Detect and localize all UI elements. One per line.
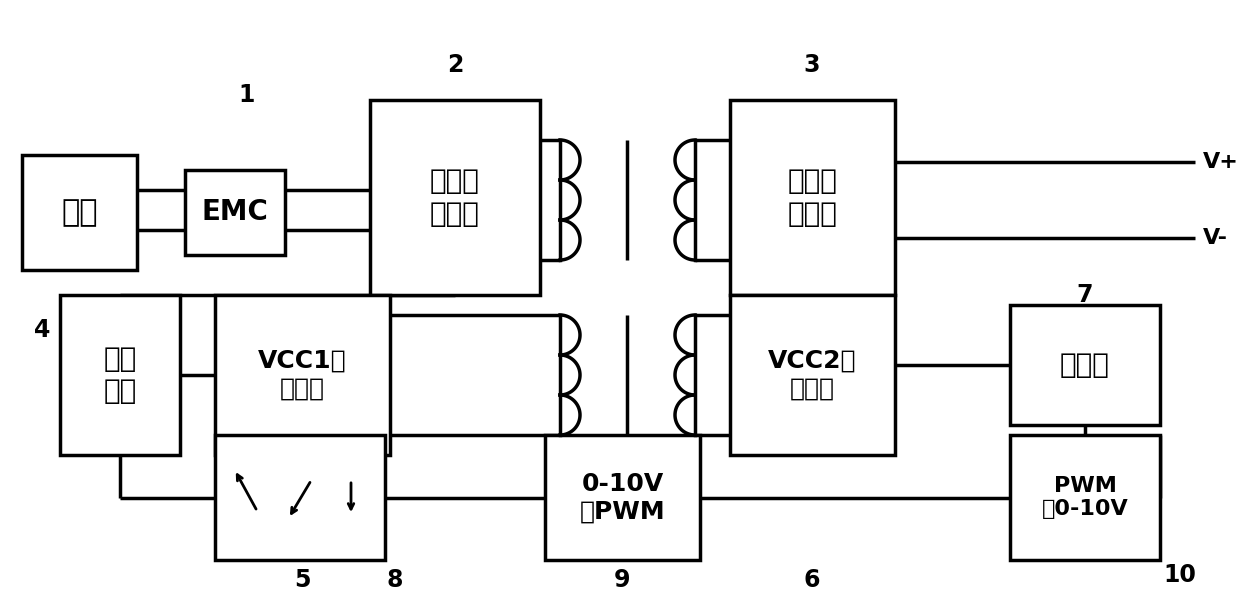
Text: VCC2供
电线路: VCC2供 电线路: [769, 349, 857, 401]
Text: 6: 6: [804, 568, 820, 592]
Text: 控制
电路: 控制 电路: [103, 345, 136, 405]
FancyBboxPatch shape: [730, 295, 895, 455]
Text: 3: 3: [804, 53, 820, 77]
Text: V+: V+: [1203, 152, 1239, 172]
FancyBboxPatch shape: [1011, 435, 1159, 560]
FancyBboxPatch shape: [185, 170, 285, 255]
FancyBboxPatch shape: [546, 435, 701, 560]
Text: 市电: 市电: [61, 198, 98, 227]
FancyBboxPatch shape: [370, 100, 539, 295]
Text: 电源转
换电路: 电源转 换电路: [430, 167, 480, 228]
Text: 8: 8: [387, 568, 403, 592]
Text: 1: 1: [239, 83, 255, 107]
FancyBboxPatch shape: [730, 100, 895, 295]
Text: PWM
转0-10V: PWM 转0-10V: [1042, 476, 1128, 519]
Text: 整流滤
波电路: 整流滤 波电路: [787, 167, 837, 228]
FancyBboxPatch shape: [1011, 305, 1159, 425]
Text: V-: V-: [1203, 228, 1228, 248]
Text: VCC1供
电线路: VCC1供 电线路: [258, 349, 347, 401]
Text: 感应器: 感应器: [1060, 351, 1110, 379]
Text: 10: 10: [1163, 563, 1197, 587]
FancyBboxPatch shape: [60, 295, 180, 455]
Text: 7: 7: [1076, 283, 1094, 307]
FancyBboxPatch shape: [215, 295, 391, 455]
Text: 9: 9: [614, 568, 630, 592]
Text: 2: 2: [446, 53, 464, 77]
Text: 0-10V
转PWM: 0-10V 转PWM: [579, 471, 666, 524]
Text: EMC: EMC: [202, 198, 268, 226]
Text: 4: 4: [33, 318, 50, 342]
FancyBboxPatch shape: [22, 155, 136, 270]
FancyBboxPatch shape: [215, 435, 384, 560]
Text: 5: 5: [294, 568, 310, 592]
